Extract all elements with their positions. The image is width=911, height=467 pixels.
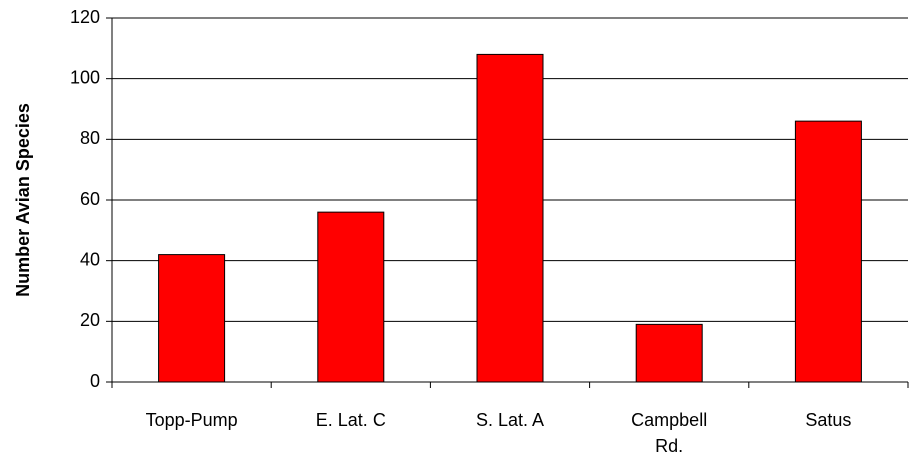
x-tick-label: Topp-Pump (145, 410, 238, 430)
y-tick-label: 100 (70, 67, 100, 87)
bar (158, 254, 226, 383)
bar (635, 323, 703, 383)
x-tick-label: Satus (805, 410, 852, 430)
y-tick-label: 20 (80, 310, 100, 330)
y-axis-label: Number Avian Species (13, 103, 33, 297)
x-tick-label: Campbell Rd. (631, 410, 708, 456)
y-tick-label: 40 (80, 249, 100, 269)
y-tick-label: 80 (80, 128, 100, 148)
x-tick-label: E. Lat. C (315, 410, 386, 430)
x-tick-label: S. Lat. A (475, 410, 545, 430)
y-tick-label: 60 (80, 189, 100, 209)
y-tick-label: 0 (90, 371, 100, 391)
bar (317, 211, 385, 383)
bar (794, 120, 862, 383)
bar (476, 53, 544, 383)
y-tick-label: 120 (70, 7, 100, 27)
